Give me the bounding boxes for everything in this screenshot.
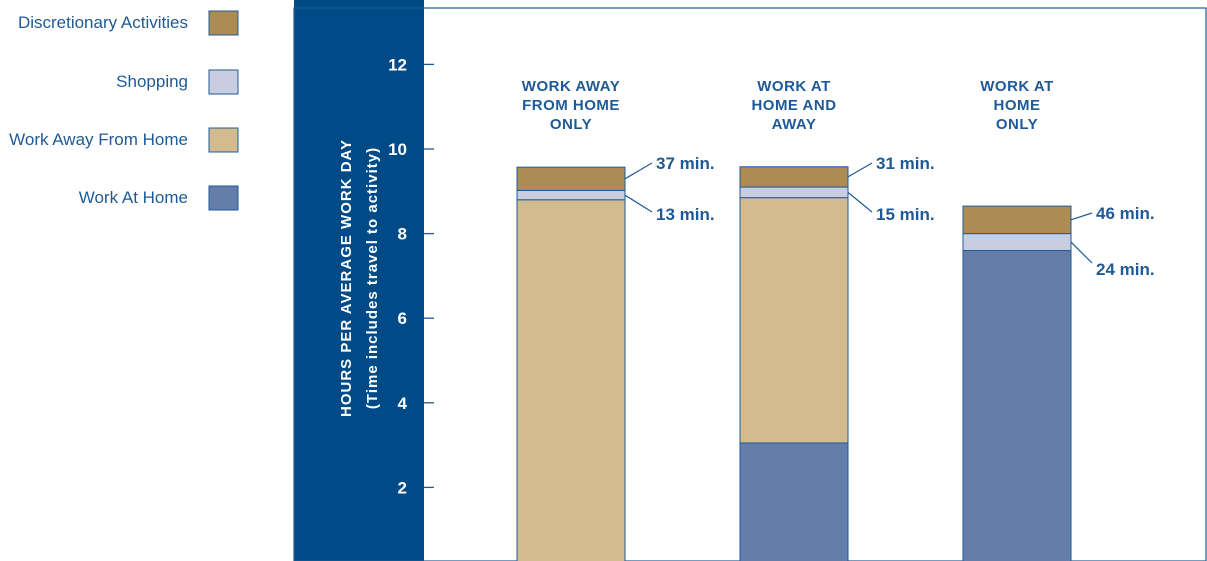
legend: Discretionary Activities Shopping Work Awa… — [9, 10, 239, 211]
category-label-1-line-2: FROM HOME — [522, 97, 620, 114]
annotation-leader-3 — [847, 162, 873, 178]
annotation-label-3: 31 min. — [876, 154, 935, 173]
bar-3-discretionary-activities — [962, 205, 1072, 235]
annotation-leader-4 — [847, 191, 873, 213]
legend-swatch-work-at-home — [208, 185, 239, 211]
annotation-leader-1 — [624, 162, 653, 180]
category-label-1-line-3: ONLY — [550, 116, 592, 133]
legend-label-shopping: Shopping — [116, 72, 188, 91]
legend-label-work-away-from-home: Work Away From Home — [9, 130, 188, 149]
annotation-label-4: 15 min. — [876, 205, 935, 224]
bar-1-work-away-from-home — [516, 199, 626, 561]
annotations: 37 min. 13 min. 31 min. 15 min. 46 min. 24 mi… — [624, 154, 1155, 279]
annotation-leader-2 — [624, 194, 653, 213]
annotation-leader-5 — [1070, 212, 1093, 221]
category-label-2-line-2: HOME AND — [751, 97, 836, 114]
y-tick-label-12: 12 — [388, 55, 407, 74]
annotation-leader-6 — [1070, 241, 1093, 264]
plot-frame — [293, 7, 1207, 561]
bars — [516, 166, 1072, 561]
category-label-3-line-1: WORK AT — [980, 78, 1053, 95]
y-axis-sublabel: (Time includes travel to activity) — [364, 147, 381, 409]
bar-1-discretionary-activities — [516, 166, 626, 191]
bar-3-shopping — [962, 233, 1072, 252]
y-tick-label-6: 6 — [398, 309, 407, 328]
bar-3-work-at-home — [962, 250, 1072, 561]
category-labels: WORK AWAY FROM HOME ONLY WORK AT HOME AND AWA… — [522, 78, 1053, 133]
y-axis: 2 4 6 8 10 12 HOURS PER AVERAGE WORK DAY (Time … — [338, 55, 434, 497]
y-tick-label-8: 8 — [398, 225, 407, 244]
category-label-3-line-3: ONLY — [996, 116, 1038, 133]
category-label-3-line-2: HOME — [994, 97, 1041, 114]
legend-label-work-at-home: Work At Home — [79, 188, 188, 207]
y-tick-label-2: 2 — [398, 478, 407, 497]
bar-1-shopping — [516, 189, 626, 201]
annotation-label-5: 46 min. — [1096, 204, 1155, 223]
y-axis-label: HOURS PER AVERAGE WORK DAY — [338, 139, 355, 417]
category-label-1-line-1: WORK AWAY — [522, 78, 620, 95]
y-tick-label-4: 4 — [398, 394, 408, 413]
legend-swatch-shopping — [208, 69, 239, 95]
annotation-label-6: 24 min. — [1096, 260, 1155, 279]
bar-2-work-at-home — [739, 442, 849, 561]
bar-2-shopping — [739, 186, 849, 199]
bar-2-discretionary-activities — [739, 166, 849, 188]
legend-swatch-work-away-from-home — [208, 127, 239, 153]
y-tick-label-10: 10 — [388, 140, 407, 159]
y-axis-band — [294, 0, 424, 561]
annotation-label-1: 37 min. — [656, 154, 715, 173]
category-label-2-line-3: AWAY — [772, 116, 817, 133]
annotation-label-2: 13 min. — [656, 205, 715, 224]
bar-2-work-away-from-home — [739, 197, 849, 444]
legend-swatch-discretionary-activities — [208, 10, 239, 36]
legend-label-discretionary-activities: Discretionary Activities — [18, 13, 188, 32]
category-label-2-line-1: WORK AT — [757, 78, 830, 95]
